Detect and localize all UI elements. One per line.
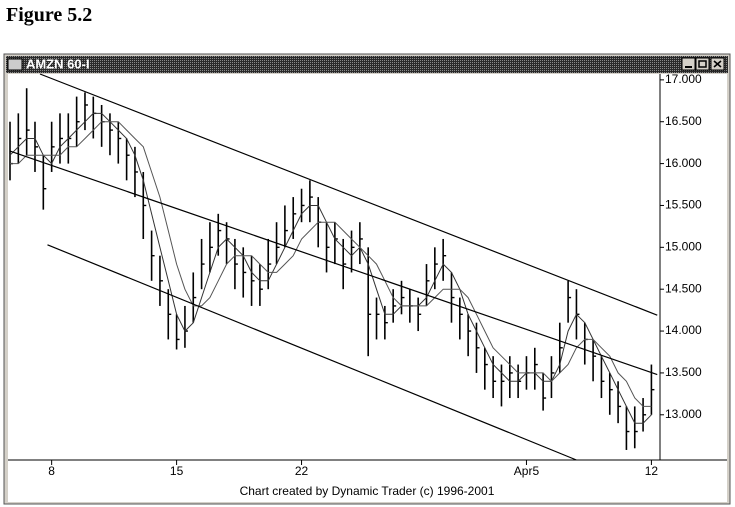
x-tick-label: 8 (48, 464, 55, 478)
y-tick-label: 16.500 (665, 114, 702, 128)
y-tick-label: 13.500 (665, 365, 702, 379)
close-icon (713, 60, 722, 68)
y-tick-label: 15.000 (665, 239, 702, 253)
maximize-button[interactable] (695, 57, 710, 71)
y-tick-label: 16.000 (665, 156, 702, 170)
footer-credit: Chart created by Dynamic Trader (c) 1996… (240, 484, 495, 498)
title-bar (6, 56, 728, 73)
channel-line (47, 244, 577, 461)
y-tick-label: 14.000 (665, 323, 702, 337)
channel-line (39, 73, 658, 316)
channel-line (9, 150, 658, 376)
x-tick-label: Apr5 (514, 464, 540, 478)
x-tick-label: 12 (645, 464, 659, 478)
x-tick-label: 22 (295, 464, 309, 478)
y-tick-label: 17.000 (665, 72, 702, 86)
moving-average (9, 112, 652, 424)
y-tick-label: 14.500 (665, 281, 702, 295)
x-tick-label: 15 (170, 464, 184, 478)
moving-average (10, 121, 652, 407)
window-icon (7, 58, 23, 71)
window-title: AMZN 60-I (26, 56, 90, 71)
figure-label: Figure 5.2 (6, 4, 93, 26)
maximize-icon (698, 60, 707, 68)
window-buttons[interactable] (681, 57, 725, 71)
minimize-button[interactable] (681, 57, 696, 71)
y-tick-label: 13.000 (665, 407, 702, 421)
y-tick-label: 15.500 (665, 198, 702, 212)
